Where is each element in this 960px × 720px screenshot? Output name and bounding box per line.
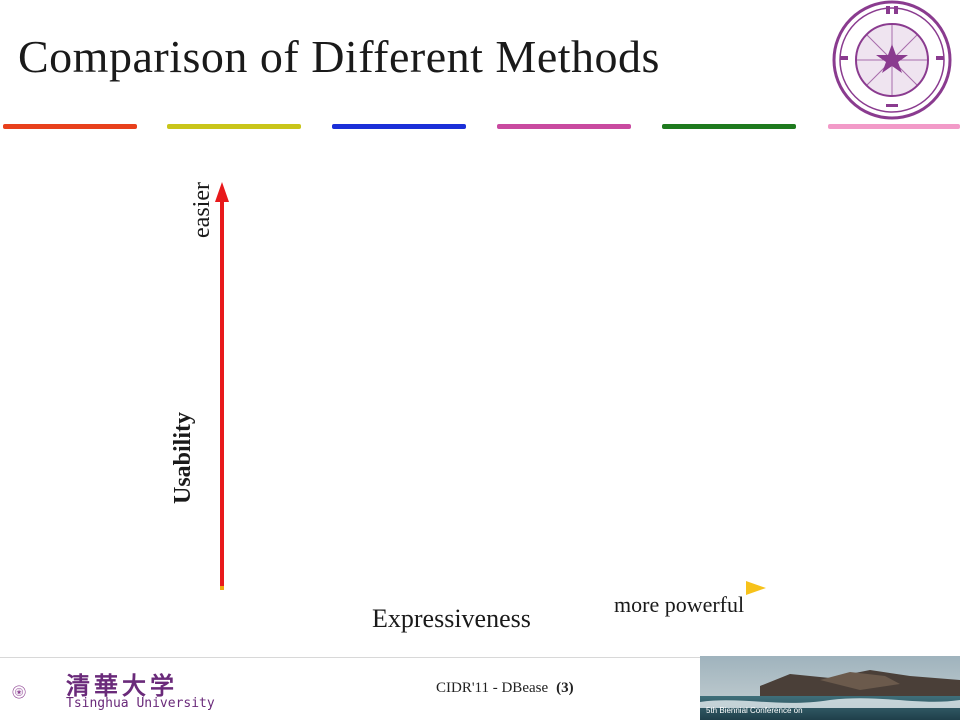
accent-bar-green <box>662 124 796 129</box>
y-axis-end-label: easier <box>189 182 215 238</box>
slide-title: Comparison of Different Methods <box>18 31 660 82</box>
university-name-chinese: 清華大学 <box>66 671 178 700</box>
y-axis-arrowhead <box>215 182 229 202</box>
page-number: (3) <box>556 680 574 696</box>
footer-conference: CIDR'11 - DBease <box>436 680 549 696</box>
accent-bar-pink <box>828 124 960 129</box>
photo-caption: 5th Biennial Conference on <box>706 706 803 715</box>
tsinghua-emblem-icon <box>12 685 26 699</box>
tsinghua-seal-icon <box>832 0 952 120</box>
footer-divider <box>0 657 700 658</box>
footer-caption: CIDR'11 - DBease (3) <box>436 680 574 697</box>
accent-bar-magenta <box>497 124 631 129</box>
x-axis-end-label: more powerful <box>614 592 745 617</box>
accent-bar-blue <box>332 124 466 129</box>
university-name-english: Tsinghua University <box>66 696 215 711</box>
x-axis-label: Expressiveness <box>372 604 531 633</box>
coastal-photo <box>700 656 960 720</box>
accent-bar-yellow <box>167 124 301 129</box>
accent-bar-orange <box>3 124 137 129</box>
y-axis-label: Usability <box>170 412 196 505</box>
x-axis-arrowhead <box>746 581 766 595</box>
